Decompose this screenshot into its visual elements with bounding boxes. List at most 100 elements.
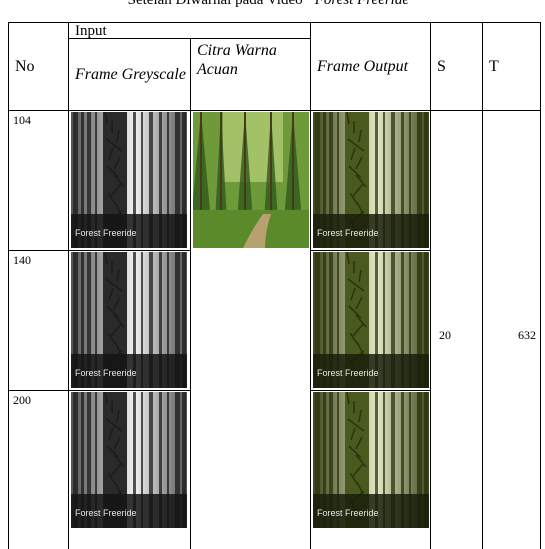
bark — [108, 287, 114, 301]
output-cell: Forest Freeride — [310, 390, 432, 549]
trunk — [133, 392, 136, 528]
forest-image: Forest Freeride — [313, 392, 430, 528]
trunk — [159, 392, 162, 528]
trunk — [270, 112, 272, 228]
bark — [358, 409, 362, 423]
bark — [348, 445, 362, 459]
trunk — [167, 112, 169, 248]
header-reference: Citra Warna Acuan — [189, 38, 312, 111]
bark — [106, 165, 120, 179]
frame-number: 104 — [8, 110, 69, 251]
greyscale-cell: Forest Freeride — [68, 110, 191, 251]
trunk — [292, 112, 294, 228]
trunk — [409, 252, 412, 388]
trunk — [409, 112, 412, 248]
trunk — [159, 112, 162, 248]
bark — [346, 392, 350, 405]
bark — [352, 323, 364, 337]
caption-title: “Forest Freeride” — [306, 0, 418, 8]
trunk — [391, 392, 396, 528]
trunk — [95, 112, 97, 248]
trunk — [141, 112, 143, 248]
header-no: No — [8, 22, 69, 111]
bark — [358, 269, 362, 283]
trunk — [133, 112, 136, 248]
trunk — [175, 392, 180, 528]
header-output: Frame Output — [310, 22, 432, 111]
trunk — [244, 112, 246, 228]
reference-cell — [189, 110, 312, 549]
bark — [347, 138, 365, 152]
forest-image: Forest Freeride — [313, 112, 430, 248]
trunk — [87, 112, 91, 248]
trunk — [391, 112, 396, 248]
trunk — [409, 392, 412, 528]
trunk — [95, 252, 97, 388]
trunk — [329, 392, 334, 528]
trunk — [159, 252, 162, 388]
caption-prefix: Setelah Diwarnai pada Video — [127, 0, 303, 8]
bark — [113, 174, 125, 188]
bark — [104, 252, 108, 265]
forest-image: Forest Freeride — [71, 392, 187, 528]
greyscale-cell: Forest Freeride — [68, 390, 191, 549]
bark — [105, 138, 123, 152]
trunk — [391, 252, 396, 388]
bark — [116, 409, 120, 423]
trunk — [73, 112, 78, 248]
trunk — [383, 112, 386, 248]
trunk — [87, 252, 91, 388]
bark — [110, 183, 122, 197]
bark — [350, 427, 356, 441]
caption-band — [71, 354, 187, 388]
forest-image: Forest Freeride — [71, 112, 187, 248]
overlay-text: Forest Freeride — [317, 508, 379, 518]
trunk — [401, 112, 405, 248]
path — [243, 214, 271, 248]
trunk — [73, 392, 78, 528]
trunk — [323, 252, 327, 388]
trunk — [323, 112, 327, 248]
trunk — [417, 112, 423, 248]
bark — [105, 278, 123, 292]
trunk — [81, 392, 84, 528]
overlay-text: Forest Freeride — [317, 228, 379, 238]
header-greyscale: Frame Greyscale — [68, 38, 191, 111]
trunk — [417, 392, 423, 528]
bark — [348, 165, 362, 179]
bark — [355, 156, 363, 170]
caption-band — [71, 494, 187, 528]
reference-image — [193, 112, 309, 248]
t-value: 632 — [482, 110, 542, 549]
bark — [105, 418, 123, 432]
trunk — [141, 252, 143, 388]
caption: Setelah Diwarnai pada Video “Forest Free… — [0, 0, 545, 9]
caption-band — [313, 494, 430, 528]
trunk — [182, 252, 186, 388]
header-s: S — [430, 22, 484, 111]
bark — [106, 305, 120, 319]
trunk — [167, 392, 169, 528]
trunk — [220, 112, 222, 228]
forest-image: Forest Freeride — [313, 252, 430, 388]
trunk — [375, 252, 379, 388]
bark — [106, 445, 120, 459]
overlay-text: Forest Freeride — [75, 228, 137, 238]
bark — [350, 287, 356, 301]
trunk — [329, 112, 334, 248]
trunk — [133, 252, 136, 388]
trunk — [401, 252, 405, 388]
bark — [110, 463, 122, 477]
trunk — [315, 112, 321, 248]
caption-band — [313, 354, 430, 388]
trunk — [149, 392, 153, 528]
trunk — [401, 392, 405, 528]
bark — [104, 112, 108, 125]
trunk — [200, 112, 202, 228]
greyscale-cell: Forest Freeride — [68, 250, 191, 391]
bark — [355, 174, 367, 188]
trunk — [141, 392, 143, 528]
header-t: T — [482, 22, 542, 111]
trunk — [81, 112, 84, 248]
